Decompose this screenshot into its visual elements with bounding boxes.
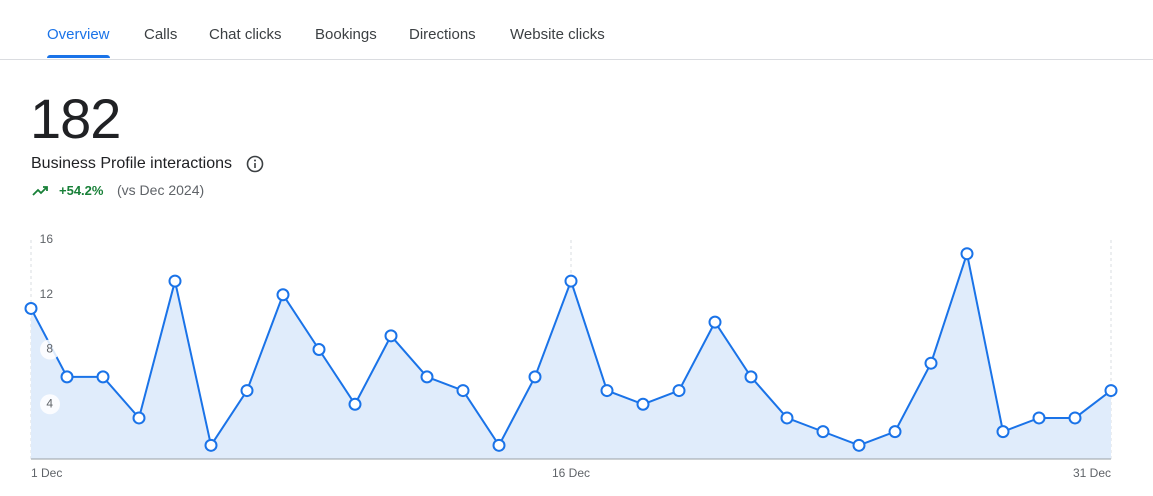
y-tick-bg	[40, 230, 60, 250]
point	[24, 301, 38, 315]
point	[780, 411, 794, 425]
metric-value: 182	[30, 87, 121, 150]
point	[672, 384, 686, 398]
point	[60, 370, 74, 384]
change: +54.2%	[59, 183, 104, 198]
point	[996, 425, 1010, 439]
point	[636, 397, 650, 411]
y-tick-label: 8	[46, 342, 53, 356]
comparison: (vs Dec 2024)	[117, 182, 205, 198]
point	[528, 370, 542, 384]
y-tick-bg	[40, 339, 60, 360]
chart: 1 Dec 16 Dec 31 Dec 4 8 12 16	[24, 230, 1118, 480]
point	[492, 438, 506, 452]
point	[708, 315, 722, 329]
info-icon[interactable]	[245, 155, 265, 175]
tab[interactable]: Website clicks	[510, 26, 605, 43]
y-tick-label: 12	[40, 287, 54, 301]
point	[816, 425, 830, 439]
y-tick-label: 4	[46, 396, 53, 410]
x-tick-label: 1 Dec	[31, 466, 62, 480]
tab-bar: Overview Calls Chat clicks Bookings Directio…	[0, 0, 1153, 60]
tab[interactable]: Directions	[409, 26, 476, 43]
y-tick-bg	[40, 284, 60, 305]
point	[204, 438, 218, 452]
point	[456, 384, 470, 398]
point	[960, 247, 974, 261]
x-tick-label: 31 Dec	[1073, 466, 1111, 480]
point	[1032, 411, 1046, 425]
x-tick-label: 16 Dec	[552, 466, 590, 480]
tab[interactable]: Chat clicks	[209, 26, 282, 43]
point	[888, 425, 902, 439]
tab[interactable]: Calls	[144, 26, 178, 43]
point	[852, 438, 866, 452]
metric-label: Business Profile interactions	[31, 155, 232, 172]
point	[1068, 411, 1082, 425]
point	[744, 370, 758, 384]
point	[1104, 384, 1118, 398]
area	[31, 253, 1111, 459]
point	[384, 329, 398, 343]
point	[276, 288, 290, 302]
trend-icon	[32, 186, 48, 196]
point	[924, 356, 938, 370]
y-tick-label: 16	[40, 232, 54, 246]
point	[600, 384, 614, 398]
active-tab-indicator	[47, 55, 110, 58]
point	[348, 397, 362, 411]
point	[168, 274, 182, 288]
point	[96, 370, 110, 384]
tab[interactable]: Bookings	[315, 26, 377, 43]
y-tick-bg	[40, 394, 60, 415]
point	[312, 343, 326, 356]
point	[132, 411, 146, 425]
point	[240, 384, 254, 398]
tab[interactable]: Overview	[47, 26, 110, 43]
point	[564, 274, 578, 288]
point	[420, 370, 434, 384]
